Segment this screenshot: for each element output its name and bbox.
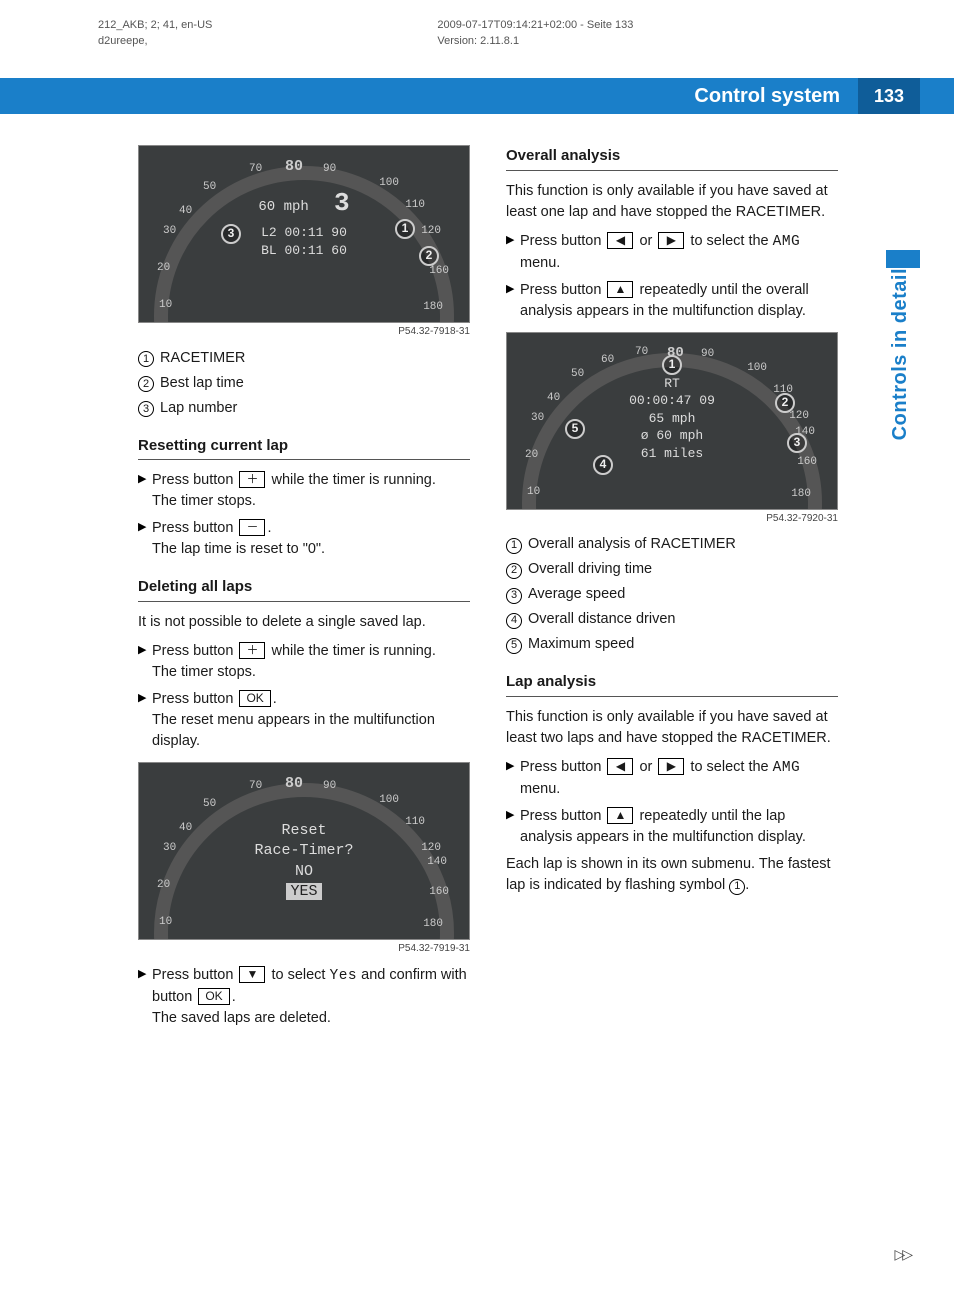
legend-row: 1Overall analysis of RACETIMER [506, 534, 838, 555]
fig3-l1: 65 mph [649, 411, 696, 426]
fig3-l3: 61 miles [641, 446, 703, 461]
bullet-icon: ▶ [506, 280, 520, 322]
bullet-icon: ▶ [138, 689, 152, 752]
content-columns: 10 20 30 40 50 70 80 90 100 110 120 160 … [138, 145, 838, 1035]
fig1-gear: 3 [334, 188, 350, 218]
print-meta: 212_AKB; 2; 41, en-US d2ureepe, 2009-07-… [0, 18, 954, 50]
callout-5: 5 [565, 419, 585, 439]
overall-intro: This function is only available if you h… [506, 181, 838, 223]
meta-left-line1: 212_AKB; 2; 41, en-US [98, 18, 212, 34]
fig1-bl: BL 00:11 60 [261, 243, 347, 258]
down-button-icon: ▼ [239, 966, 265, 983]
fig3-time: 00:00:47 09 [629, 393, 715, 408]
legend-row: 4Overall distance driven [506, 609, 838, 630]
legend-row: 3Average speed [506, 584, 838, 605]
minus-button-icon: － [239, 519, 265, 536]
tab-cap [886, 250, 920, 268]
ok-button-icon: OK [239, 690, 270, 707]
meta-left-line2: d2ureepe, [98, 34, 212, 50]
right-button-icon: ▶ [658, 758, 684, 775]
figure3-legend: 1Overall analysis of RACETIMER 2Overall … [506, 534, 838, 655]
continue-icon: ▷▷ [894, 1244, 910, 1264]
step: ▶ Press button ＋ while the timer is runn… [138, 470, 470, 512]
figure-racetimer: 10 20 30 40 50 70 80 90 100 110 120 160 … [138, 145, 470, 323]
page-header: Control system 133 [0, 78, 954, 114]
callout-3: 3 [787, 433, 807, 453]
callout-2: 2 [419, 246, 439, 266]
heading-overall: Overall analysis [506, 145, 838, 171]
tab-label: Controls in detail [886, 268, 915, 450]
heading-reset-lap: Resetting current lap [138, 435, 470, 461]
bullet-icon: ▶ [506, 806, 520, 848]
left-button-icon: ◀ [607, 232, 633, 249]
fig2-line2: Race-Timer? [254, 842, 353, 859]
plus-button-icon: ＋ [239, 471, 265, 488]
ok-button-icon: OK [198, 988, 229, 1005]
right-button-icon: ▶ [658, 232, 684, 249]
legend-row: 2Overall driving time [506, 559, 838, 580]
legend-row: 1RACETIMER [138, 348, 470, 369]
heading-lap: Lap analysis [506, 671, 838, 697]
callout-1: 1 [662, 355, 682, 375]
plus-button-icon: ＋ [239, 642, 265, 659]
fig3-rt: RT [664, 376, 680, 391]
step: ▶ Press button ▼ to select Yes and confi… [138, 965, 470, 1029]
left-button-icon: ◀ [607, 758, 633, 775]
fig3-caption: P54.32-7920-31 [506, 512, 838, 527]
up-button-icon: ▲ [607, 281, 633, 298]
step: ▶ Press button ◀ or ▶ to select the AMG … [506, 231, 838, 274]
step: ▶ Press button ▲ repeatedly until the la… [506, 806, 838, 848]
meta-right-line2: Version: 2.11.8.1 [437, 34, 633, 50]
up-button-icon: ▲ [607, 807, 633, 824]
fig3-l2: ø 60 mph [641, 428, 703, 443]
right-column: Overall analysis This function is only a… [506, 145, 838, 1035]
fig1-l2: L2 00:11 90 [261, 225, 347, 240]
lap-intro: This function is only available if you h… [506, 707, 838, 749]
callout-3: 3 [221, 224, 241, 244]
fig2-caption: P54.32-7919-31 [138, 942, 470, 957]
fig2-line3: NO [295, 863, 313, 880]
page-title: Control system [694, 82, 840, 111]
step: ▶ Press button ▲ repeatedly until the ov… [506, 280, 838, 322]
callout-2: 2 [775, 393, 795, 413]
fig1-caption: P54.32-7918-31 [138, 325, 470, 340]
heading-delete-laps: Deleting all laps [138, 576, 470, 602]
figure-reset-menu: 10 20 30 40 50 70 80 90 100 110 120 140 … [138, 762, 470, 940]
page-number: 133 [858, 78, 920, 114]
meta-right-line1: 2009-07-17T09:14:21+02:00 - Seite 133 [437, 18, 633, 34]
section-tab: Controls in detail [886, 250, 920, 510]
callout-1: 1 [395, 219, 415, 239]
legend-row: 2Best lap time [138, 373, 470, 394]
step: ▶ Press button －. The lap time is reset … [138, 518, 470, 560]
meta-right: 2009-07-17T09:14:21+02:00 - Seite 133 Ve… [437, 18, 633, 50]
step: ▶ Press button OK. The reset menu appear… [138, 689, 470, 752]
bullet-icon: ▶ [138, 518, 152, 560]
bullet-icon: ▶ [506, 757, 520, 800]
meta-left: 212_AKB; 2; 41, en-US d2ureepe, [98, 18, 212, 50]
callout-4: 4 [593, 455, 613, 475]
bullet-icon: ▶ [506, 231, 520, 274]
bullet-icon: ▶ [138, 470, 152, 512]
fig1-speed: 60 mph [258, 199, 308, 215]
left-column: 10 20 30 40 50 70 80 90 100 110 120 160 … [138, 145, 470, 1035]
step: ▶ Press button ＋ while the timer is runn… [138, 641, 470, 683]
figure-overall: 10 20 30 40 50 60 70 80 90 100 110 120 1… [506, 332, 838, 510]
bullet-icon: ▶ [138, 965, 152, 1029]
figure1-legend: 1RACETIMER 2Best lap time 3Lap number [138, 348, 470, 419]
delete-intro: It is not possible to delete a single sa… [138, 612, 470, 633]
legend-row: 3Lap number [138, 398, 470, 419]
step: ▶ Press button ◀ or ▶ to select the AMG … [506, 757, 838, 800]
lap-outro: Each lap is shown in its own submenu. Th… [506, 854, 838, 896]
fig2-line4: YES [286, 883, 321, 900]
legend-row: 5Maximum speed [506, 634, 838, 655]
bullet-icon: ▶ [138, 641, 152, 683]
fig2-line1: Reset [281, 822, 326, 839]
